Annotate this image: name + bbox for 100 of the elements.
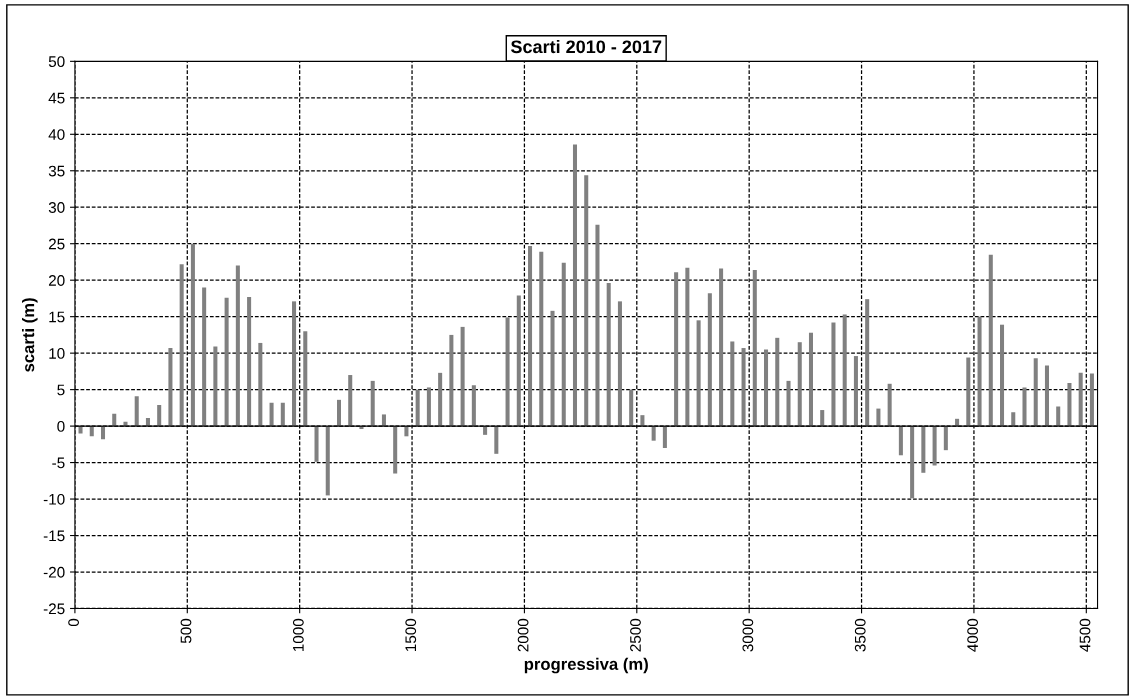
x-tick-label: 3500 bbox=[854, 618, 866, 652]
y-tick-label: 20 bbox=[48, 275, 65, 286]
x-tick-label: 500 bbox=[180, 618, 192, 644]
bar bbox=[629, 389, 634, 427]
bar bbox=[707, 293, 712, 427]
y-tick-label: 5 bbox=[57, 384, 65, 396]
bar bbox=[561, 262, 566, 427]
bar bbox=[865, 299, 870, 427]
x-tick-label: 2000 bbox=[517, 618, 529, 652]
bar bbox=[505, 317, 510, 427]
bar bbox=[269, 402, 274, 427]
bar bbox=[898, 426, 903, 456]
x-axis-title: progressiva (m) bbox=[524, 657, 648, 674]
bar bbox=[943, 426, 948, 451]
bar bbox=[449, 334, 454, 427]
y-tick-label: 25 bbox=[48, 238, 65, 250]
bar bbox=[1067, 383, 1072, 427]
bar bbox=[606, 283, 611, 427]
bar bbox=[325, 426, 330, 496]
bar bbox=[1089, 373, 1094, 427]
bar bbox=[370, 380, 375, 427]
bar bbox=[393, 426, 398, 474]
bar bbox=[258, 342, 263, 427]
bar bbox=[775, 337, 780, 427]
bar bbox=[415, 389, 420, 427]
bar bbox=[764, 349, 769, 427]
bar bbox=[292, 301, 297, 427]
x-tick-label: 4500 bbox=[1079, 618, 1091, 652]
x-tick-label: 0 bbox=[68, 618, 80, 627]
bar bbox=[336, 399, 342, 427]
x-tick-label: 2500 bbox=[630, 618, 641, 652]
y-tick-label: 40 bbox=[48, 129, 65, 140]
bar bbox=[438, 372, 443, 427]
bar bbox=[1044, 365, 1049, 427]
bar bbox=[494, 426, 499, 454]
bar bbox=[202, 287, 207, 427]
bar bbox=[640, 415, 645, 427]
bar bbox=[730, 341, 735, 427]
y-tick-label: 45 bbox=[48, 92, 65, 104]
bar bbox=[1078, 372, 1083, 427]
bar bbox=[797, 342, 802, 427]
bar bbox=[932, 426, 937, 466]
y-tick-label: 30 bbox=[48, 202, 65, 213]
bar bbox=[685, 267, 690, 427]
bar bbox=[977, 316, 982, 427]
bar bbox=[348, 375, 353, 427]
bar bbox=[483, 426, 488, 435]
y-tick-label: -15 bbox=[43, 530, 65, 542]
x-tick-label: 1500 bbox=[405, 618, 417, 652]
bar bbox=[696, 320, 701, 427]
x-tick-label: 1000 bbox=[292, 618, 304, 652]
bar bbox=[100, 426, 106, 440]
bar bbox=[460, 326, 465, 427]
bar bbox=[988, 254, 993, 427]
chart-title: Scarti 2010 - 2017 bbox=[510, 39, 662, 54]
y-tick-label: -5 bbox=[52, 457, 65, 469]
bar bbox=[314, 426, 319, 462]
y-tick-label: -10 bbox=[43, 493, 65, 505]
bar bbox=[516, 295, 521, 427]
bar bbox=[719, 268, 724, 427]
bar bbox=[572, 144, 578, 427]
bar bbox=[786, 380, 791, 427]
bar bbox=[808, 332, 814, 427]
bar bbox=[651, 426, 656, 441]
bar bbox=[741, 348, 746, 427]
bar bbox=[179, 264, 184, 427]
bar bbox=[921, 426, 926, 473]
bar bbox=[966, 357, 971, 427]
bar bbox=[471, 385, 476, 427]
bar bbox=[280, 402, 285, 427]
bar bbox=[674, 272, 679, 427]
bar bbox=[584, 175, 589, 427]
bar bbox=[134, 396, 139, 427]
bar bbox=[910, 426, 915, 499]
bar bbox=[168, 348, 173, 427]
bar bbox=[1033, 358, 1038, 427]
bar bbox=[550, 310, 555, 427]
bar bbox=[1022, 387, 1027, 427]
bar bbox=[887, 383, 892, 427]
bar bbox=[539, 251, 544, 427]
y-tick-label: 10 bbox=[49, 348, 65, 359]
bar bbox=[842, 314, 847, 427]
bar bbox=[662, 426, 667, 448]
y-axis-title: scarti (m) bbox=[22, 298, 38, 372]
bar bbox=[303, 331, 308, 427]
bar bbox=[235, 265, 240, 427]
y-tick-label: 15 bbox=[49, 311, 65, 323]
y-tick-label: -20 bbox=[43, 566, 65, 578]
bar bbox=[528, 245, 533, 427]
x-tick-label: 3000 bbox=[742, 618, 754, 652]
bar bbox=[1011, 412, 1016, 427]
x-tick-label: 4000 bbox=[967, 618, 979, 652]
bar bbox=[595, 224, 600, 427]
bar bbox=[876, 408, 881, 427]
bar bbox=[426, 387, 431, 427]
bar bbox=[831, 322, 836, 427]
bar bbox=[1000, 324, 1005, 427]
bar bbox=[1056, 406, 1061, 427]
bar bbox=[752, 269, 757, 427]
y-tick-label: 35 bbox=[48, 165, 65, 177]
